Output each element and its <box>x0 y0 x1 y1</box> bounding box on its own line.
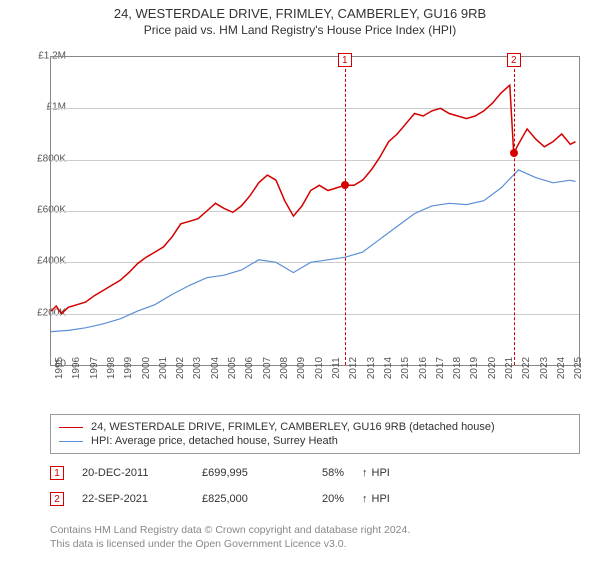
x-axis-label: 2002 <box>175 357 186 379</box>
chart-subtitle: Price paid vs. HM Land Registry's House … <box>0 23 600 37</box>
x-axis-label: 2022 <box>521 357 532 379</box>
x-axis-label: 2016 <box>418 357 429 379</box>
x-axis-label: 2017 <box>435 357 446 379</box>
chart-title: 24, WESTERDALE DRIVE, FRIMLEY, CAMBERLEY… <box>0 6 600 21</box>
x-axis-label: 2015 <box>400 357 411 379</box>
attribution-text: Contains HM Land Registry data © Crown c… <box>50 524 410 551</box>
sale-row: 1 20-DEC-2011 £699,995 58% ↑ HPI <box>50 466 390 480</box>
sale-pct: 58% <box>322 467 362 479</box>
sale-vs: HPI <box>372 493 390 505</box>
marker-line <box>345 69 346 365</box>
marker-line <box>514 69 515 365</box>
series-svg <box>51 57 579 365</box>
sale-date: 20-DEC-2011 <box>82 467 202 479</box>
x-axis-label: 1998 <box>106 357 117 379</box>
marker-box: 2 <box>507 53 521 67</box>
x-axis-label: 2008 <box>279 357 290 379</box>
x-axis-label: 2013 <box>366 357 377 379</box>
x-axis-label: 2001 <box>158 357 169 379</box>
chart-container: 24, WESTERDALE DRIVE, FRIMLEY, CAMBERLEY… <box>0 6 600 566</box>
sale-marker-box: 2 <box>50 492 64 506</box>
x-axis-label: 2012 <box>348 357 359 379</box>
x-axis-label: 2018 <box>452 357 463 379</box>
arrow-up-icon: ↑ <box>362 493 368 505</box>
x-axis-label: 1997 <box>89 357 100 379</box>
marker-dot <box>341 181 349 189</box>
sale-marker-box: 1 <box>50 466 64 480</box>
x-axis-label: 2020 <box>487 357 498 379</box>
sale-price: £825,000 <box>202 493 322 505</box>
x-axis-label: 2007 <box>262 357 273 379</box>
x-axis-label: 1999 <box>123 357 134 379</box>
x-axis-label: 2019 <box>469 357 480 379</box>
legend-item: HPI: Average price, detached house, Surr… <box>59 435 571 447</box>
series-line-hpi <box>51 170 576 332</box>
marker-dot <box>510 149 518 157</box>
legend-box: 24, WESTERDALE DRIVE, FRIMLEY, CAMBERLEY… <box>50 414 580 454</box>
marker-box: 1 <box>338 53 352 67</box>
x-axis-label: 2024 <box>556 357 567 379</box>
arrow-up-icon: ↑ <box>362 467 368 479</box>
legend-swatch <box>59 427 83 428</box>
x-axis-label: 2025 <box>573 357 584 379</box>
sale-price: £699,995 <box>202 467 322 479</box>
legend-label: HPI: Average price, detached house, Surr… <box>91 435 338 447</box>
sale-date: 22-SEP-2021 <box>82 493 202 505</box>
x-axis-label: 2021 <box>504 357 515 379</box>
x-axis-label: 1996 <box>71 357 82 379</box>
x-axis-label: 2009 <box>296 357 307 379</box>
x-axis-label: 2010 <box>314 357 325 379</box>
x-axis-label: 2014 <box>383 357 394 379</box>
plot-area: 12 <box>50 56 580 366</box>
series-line-property <box>51 85 576 314</box>
attribution-line: Contains HM Land Registry data © Crown c… <box>50 524 410 538</box>
legend-swatch <box>59 441 83 442</box>
attribution-line: This data is licensed under the Open Gov… <box>50 538 410 552</box>
legend-item: 24, WESTERDALE DRIVE, FRIMLEY, CAMBERLEY… <box>59 421 571 433</box>
sale-row: 2 22-SEP-2021 £825,000 20% ↑ HPI <box>50 492 390 506</box>
x-axis-label: 2003 <box>192 357 203 379</box>
legend-label: 24, WESTERDALE DRIVE, FRIMLEY, CAMBERLEY… <box>91 421 495 433</box>
x-axis-label: 1995 <box>54 357 65 379</box>
x-axis-label: 2011 <box>331 357 342 379</box>
x-axis-label: 2004 <box>210 357 221 379</box>
x-axis-label: 2006 <box>244 357 255 379</box>
sale-vs: HPI <box>372 467 390 479</box>
x-axis-label: 2000 <box>141 357 152 379</box>
x-axis-label: 2005 <box>227 357 238 379</box>
sale-pct: 20% <box>322 493 362 505</box>
x-axis-label: 2023 <box>539 357 550 379</box>
